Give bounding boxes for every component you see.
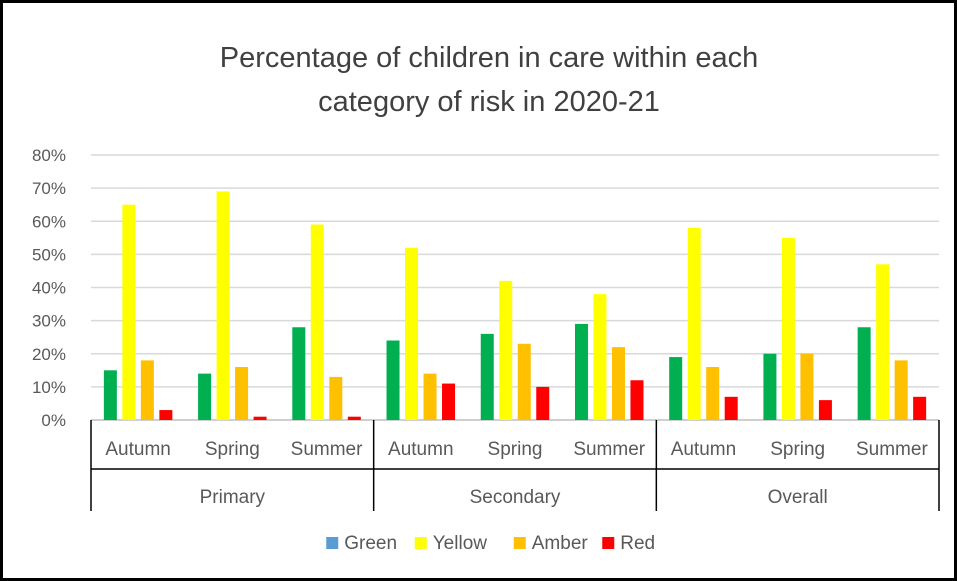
bar-amber — [235, 367, 249, 420]
x-tick-label: Spring — [205, 439, 260, 460]
bar-amber — [517, 343, 531, 420]
x-tick-label: Autumn — [388, 439, 453, 460]
legend-label: Green — [344, 533, 397, 554]
bar-yellow — [216, 191, 230, 420]
x-tick-label: Autumn — [105, 439, 170, 460]
bar-green — [386, 340, 400, 420]
bar-red — [818, 400, 832, 420]
bar-green — [103, 370, 117, 420]
legend-label: Red — [620, 533, 655, 554]
bar-red — [536, 386, 550, 420]
bar-amber — [611, 347, 625, 420]
legend-label: Yellow — [433, 533, 488, 554]
bar-green — [857, 327, 871, 420]
y-axis-ticks: 0% 10% 20% 30% 40% 50% 60% 70% 80% — [32, 146, 66, 430]
x-tick-label: Spring — [488, 439, 543, 460]
x-group-label: Overall — [768, 487, 828, 508]
bar-yellow — [122, 204, 136, 420]
bar-yellow — [405, 247, 419, 420]
y-tick-label: 60% — [32, 212, 66, 231]
bar-green — [669, 357, 683, 420]
bar-red — [347, 416, 361, 420]
bar-red — [253, 416, 267, 420]
bar-red — [442, 383, 456, 420]
bar-green — [763, 353, 777, 420]
legend-swatch-red — [602, 537, 615, 549]
bar-yellow — [687, 227, 701, 420]
y-tick-label: 50% — [32, 245, 66, 264]
bar-yellow — [499, 280, 513, 420]
x-axis: Autumn Spring Summer Autumn Spring Summer Autu… — [90, 420, 940, 511]
legend-label: Amber — [532, 533, 589, 554]
legend-swatch-amber — [513, 537, 526, 549]
bar-red — [159, 410, 173, 420]
gridlines — [91, 154, 939, 421]
chart-title-line-2: category of risk in 2020-21 — [318, 86, 660, 118]
bar-amber — [894, 360, 908, 420]
legend-swatch-green — [326, 537, 339, 549]
legend-swatch-yellow — [414, 537, 427, 549]
bar-yellow — [876, 264, 890, 420]
bar-amber — [329, 376, 343, 420]
bar-amber — [800, 353, 814, 420]
bar-yellow — [781, 237, 795, 420]
bar-red — [724, 396, 738, 420]
chart-svg: Percentage of children in care within ea… — [32, 42, 940, 554]
y-tick-label: 30% — [32, 312, 66, 331]
x-tick-label: Spring — [770, 439, 825, 460]
y-tick-label: 0% — [41, 411, 66, 430]
x-group-label: Primary — [200, 487, 266, 508]
bar-yellow — [593, 294, 607, 420]
legend: Green Yellow Amber Red — [326, 533, 655, 554]
bar-red — [630, 380, 644, 420]
y-tick-label: 80% — [32, 146, 66, 165]
bar-green — [574, 323, 588, 420]
x-tick-label: Summer — [573, 439, 645, 460]
y-tick-label: 70% — [32, 179, 66, 198]
x-tick-label: Summer — [856, 439, 928, 460]
bar-red — [913, 396, 927, 420]
chart-title-line-1: Percentage of children in care within ea… — [220, 42, 758, 74]
x-tick-label: Autumn — [671, 439, 736, 460]
y-tick-label: 40% — [32, 279, 66, 298]
y-tick-label: 10% — [32, 378, 66, 397]
bar-amber — [423, 373, 437, 420]
bar-green — [198, 373, 212, 420]
bar-green — [480, 333, 494, 420]
x-group-label: Secondary — [470, 487, 561, 508]
y-tick-label: 20% — [32, 345, 66, 364]
x-tick-label: Summer — [291, 439, 363, 460]
bars — [103, 191, 927, 420]
bar-yellow — [310, 224, 324, 420]
bar-amber — [706, 367, 720, 420]
bar-amber — [140, 360, 154, 420]
bar-green — [292, 327, 306, 420]
